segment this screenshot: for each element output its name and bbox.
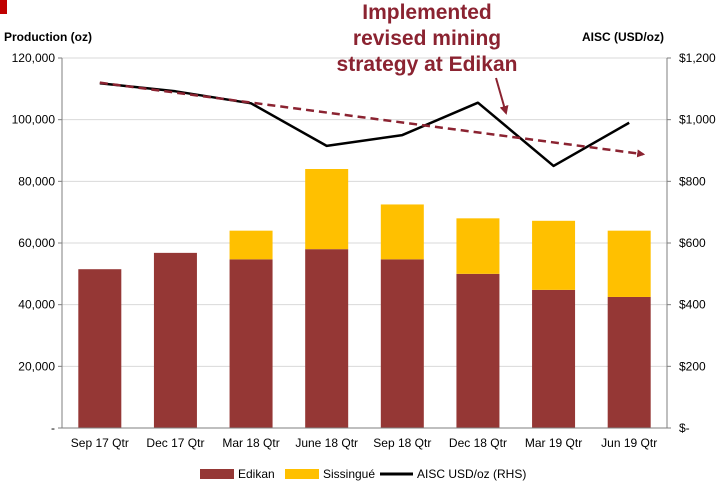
left-tick-label: 40,000: [18, 298, 55, 312]
category-label: June 18 Qtr: [295, 436, 358, 450]
right-tick-label: $600: [679, 236, 706, 250]
bar-sissingue: [456, 218, 500, 274]
lines: [99, 77, 646, 168]
bar-sissingue: [607, 230, 651, 297]
left-tick-label: 60,000: [18, 236, 55, 250]
category-label: Sep 18 Qtr: [373, 436, 431, 450]
bar-edikan: [153, 252, 197, 428]
bar-sissingue: [532, 220, 576, 290]
left-tick-label: 120,000: [12, 51, 56, 65]
corner-accent: [0, 0, 7, 14]
bars: [78, 169, 651, 428]
left-tick-label: 80,000: [18, 174, 55, 188]
legend: Edikan Sissingué AISC USD/oz (RHS): [200, 467, 526, 481]
category-label: Mar 18 Qtr: [222, 436, 279, 450]
aisc-line: [99, 82, 630, 168]
left-axis-title: Production (oz): [4, 30, 92, 44]
bar-edikan: [532, 289, 576, 428]
legend-swatch-edikan: [200, 469, 234, 479]
category-label: Mar 19 Qtr: [525, 436, 582, 450]
grid-lines: [62, 57, 667, 367]
axes: - $- 20,000 $200 40,000 $400 60,000 $600 80,000 $…: [12, 51, 716, 450]
bar-edikan: [305, 249, 349, 428]
bar-edikan: [78, 269, 122, 428]
right-axis-title: AISC (USD/oz): [582, 30, 664, 44]
right-tick-label: $1,200: [679, 51, 716, 65]
annotation-line-1: Implemented: [362, 1, 492, 24]
right-tick-label: $200: [679, 359, 706, 373]
legend-label-aisc: AISC USD/oz (RHS): [417, 467, 526, 481]
bar-edikan: [380, 259, 424, 428]
bar-sissingue: [305, 169, 349, 250]
annotation-arrow: [495, 77, 509, 115]
annotation-line-2: revised mining: [353, 27, 501, 50]
category-label: Sep 17 Qtr: [71, 436, 129, 450]
right-tick-label: $1,000: [679, 113, 716, 127]
left-tick-label: 100,000: [12, 113, 56, 127]
left-tick-label: -: [51, 421, 55, 435]
right-tick-label: $800: [679, 174, 706, 188]
bar-edikan: [607, 296, 651, 428]
bar-edikan: [229, 259, 273, 428]
trend-line: [99, 81, 646, 158]
category-label: Jun 19 Qtr: [601, 436, 657, 450]
annotation-line-3: strategy at Edikan: [337, 53, 518, 76]
legend-swatch-sissingue: [285, 469, 319, 479]
right-tick-label: $400: [679, 298, 706, 312]
left-tick-label: 20,000: [18, 359, 55, 373]
annotation: Implemented revised mining strategy at E…: [337, 1, 518, 76]
legend-label-edikan: Edikan: [238, 467, 275, 481]
bar-sissingue: [380, 204, 424, 260]
legend-label-sissingue: Sissingué: [323, 467, 375, 481]
bar-edikan: [456, 273, 500, 428]
right-tick-label: $-: [679, 421, 690, 435]
category-label: Dec 17 Qtr: [146, 436, 204, 450]
category-label: Dec 18 Qtr: [449, 436, 507, 450]
bar-sissingue: [229, 230, 273, 260]
